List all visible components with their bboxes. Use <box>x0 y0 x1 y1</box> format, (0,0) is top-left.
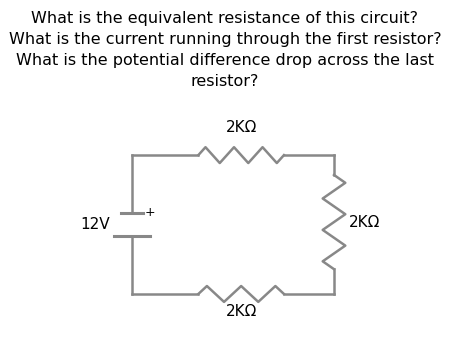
Text: 2KΩ: 2KΩ <box>225 120 257 135</box>
Text: 2KΩ: 2KΩ <box>225 304 257 319</box>
Text: 2KΩ: 2KΩ <box>349 215 380 230</box>
Text: What is the equivalent resistance of this circuit?
What is the current running t: What is the equivalent resistance of thi… <box>9 11 441 89</box>
Text: +: + <box>145 206 156 219</box>
Text: 12V: 12V <box>81 217 110 232</box>
